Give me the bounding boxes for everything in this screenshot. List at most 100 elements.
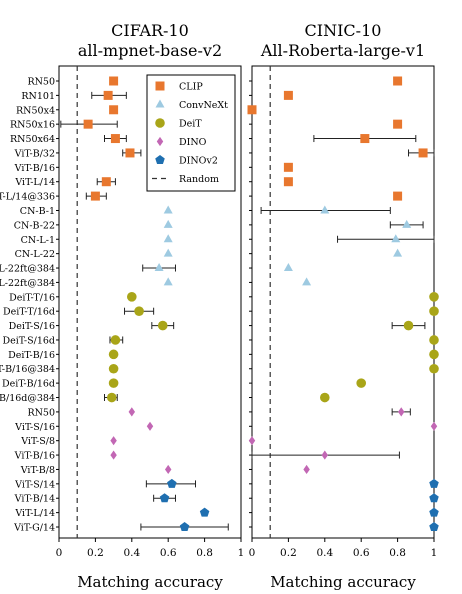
left-point-dino (110, 436, 117, 446)
legend-label-clip: CLIP (179, 82, 203, 93)
left-point-dino (128, 407, 136, 417)
left-plot-frame (58, 65, 242, 539)
right-point-deit (403, 320, 414, 331)
left-point-deit (134, 306, 144, 316)
right-x-axis-label: Matching accuracy (270, 573, 416, 591)
y-tick-label: DeiT-S/16 (9, 321, 55, 332)
right-x-tick-label: 0.2 (280, 547, 297, 559)
legend-box (146, 74, 236, 192)
left-point-convnext (163, 248, 173, 257)
left-x-axis-label: Matching accuracy (77, 573, 223, 591)
left-point-clip (109, 76, 119, 86)
left-point-dinov2 (167, 478, 177, 488)
right-point-deit (356, 378, 367, 388)
left-point-dinov2 (199, 507, 210, 517)
y-tick-label: ViT-G/14 (13, 523, 55, 534)
legend-label-convnext: ConvNeXt (179, 100, 228, 111)
y-tick-label: RN50 (27, 407, 55, 418)
right-point-clip (360, 134, 370, 144)
y-tick-label: ViT-S/16 (14, 422, 55, 433)
right-point-clip (283, 90, 293, 100)
right-point-dino (303, 464, 310, 475)
right-point-clip (418, 148, 428, 158)
y-tick-label: CN-L-1 (21, 235, 55, 246)
right-point-clip (393, 76, 403, 86)
y-tick-label: DeiT-T/16 (9, 292, 55, 303)
y-tick-label: T-L/14@336 (0, 192, 55, 203)
left-x-tick-label: 0.6 (160, 547, 177, 559)
left-point-clip (103, 90, 113, 100)
right-point-clip (247, 105, 257, 115)
right-x-tick-label: 0.8 (389, 547, 406, 559)
y-tick-labels: RN50 RN101 RN50x4 RN50x16 RN50x64 ViT-B/32 ViT… (0, 77, 55, 534)
y-tick-label: ViT-L/14 (14, 508, 55, 519)
y-tick-label: RN50x16 (10, 120, 55, 131)
y-tick-label: RN50x4 (16, 105, 55, 116)
right-point-dino (321, 450, 329, 460)
y-tick-label: RN50 (27, 77, 55, 88)
legend-label-dino: DINO (179, 137, 207, 148)
right-plot-frame (251, 65, 435, 539)
legend: CLIP ConvNeXt DeiT DINO DINOv2 Random (146, 74, 236, 192)
right-point-convnext (391, 234, 401, 243)
left-point-convnext (163, 277, 173, 286)
legend-marker-deit (155, 118, 165, 128)
right-x-tick-label: 1 (431, 547, 438, 559)
y-tick-label: ViT-B/32 (14, 148, 55, 159)
right-point-dinov2 (429, 493, 439, 503)
y-tick-label: ViT-S/8 (20, 436, 55, 447)
legend-label-deit: DeiT (179, 119, 202, 130)
left-panel: 0 0.2 0.4 0.6 0.8 1 (56, 65, 245, 559)
legend-label-random: Random (179, 174, 219, 185)
left-x-tick-label: 0.4 (123, 547, 140, 559)
right-point-clip (393, 191, 403, 201)
left-point-clip (125, 148, 135, 158)
left-x-tick-label: 0.2 (87, 547, 104, 559)
right-point-deit (320, 392, 330, 403)
right-point-deit (429, 363, 439, 374)
right-panel: 0 0.2 0.4 0.6 0.8 1 (247, 65, 439, 559)
right-x-tick-label: 0.4 (316, 547, 333, 559)
y-tick-label: RN101 (21, 91, 55, 102)
y-tick-label: ViT-B/16 (14, 451, 55, 462)
left-point-dino (110, 450, 117, 460)
y-tick-label: ViT-B/8 (20, 465, 55, 476)
right-point-clip (283, 177, 293, 187)
right-point-deit (429, 292, 439, 302)
right-point-dino (430, 421, 438, 431)
right-point-convnext (283, 263, 293, 272)
legend-marker-convnext (155, 99, 165, 108)
right-point-deit (429, 335, 439, 345)
right-point-dinov2 (429, 478, 439, 488)
left-point-clip (110, 134, 120, 144)
y-tick-label: ViT-L/14 (14, 177, 55, 188)
left-x-tick-label: 1 (238, 547, 245, 559)
left-point-convnext (163, 205, 173, 214)
right-point-convnext (393, 248, 403, 257)
y-tick-label: -L-22ft@384 (0, 264, 55, 275)
y-tick-label: ViT-B/16 (14, 163, 55, 174)
right-point-dino (398, 407, 405, 417)
y-tick-label: DeiT-T/16d (3, 307, 55, 318)
left-point-clip (83, 119, 93, 129)
y-tick-label: CN-L-22 (15, 249, 55, 260)
y-tick-label: L-22ft@384 (0, 278, 55, 289)
legend-marker-clip (155, 81, 165, 91)
y-tick-label: CN-B-1 (20, 206, 55, 217)
right-point-convnext (302, 277, 312, 286)
left-point-deit (110, 335, 121, 345)
left-point-clip (90, 191, 100, 201)
y-tick-label: ViT-S/14 (14, 479, 55, 490)
left-point-deit (108, 378, 119, 388)
left-point-deit (108, 363, 119, 374)
legend-marker-dinov2 (155, 155, 165, 165)
left-point-dino (146, 421, 154, 431)
y-tick-label: ViT-B/14 (14, 494, 55, 505)
left-point-deit (106, 392, 117, 403)
right-point-clip (393, 119, 403, 129)
left-point-clip (101, 177, 111, 187)
left-point-dinov2 (159, 493, 170, 503)
left-point-dino (164, 464, 172, 475)
y-tick-label: RN50x64 (10, 134, 55, 145)
